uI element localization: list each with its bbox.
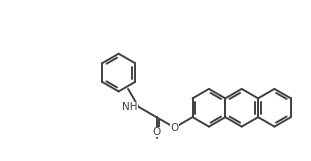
Text: O: O: [170, 123, 179, 133]
Text: NH: NH: [122, 102, 137, 112]
Text: O: O: [152, 127, 161, 137]
